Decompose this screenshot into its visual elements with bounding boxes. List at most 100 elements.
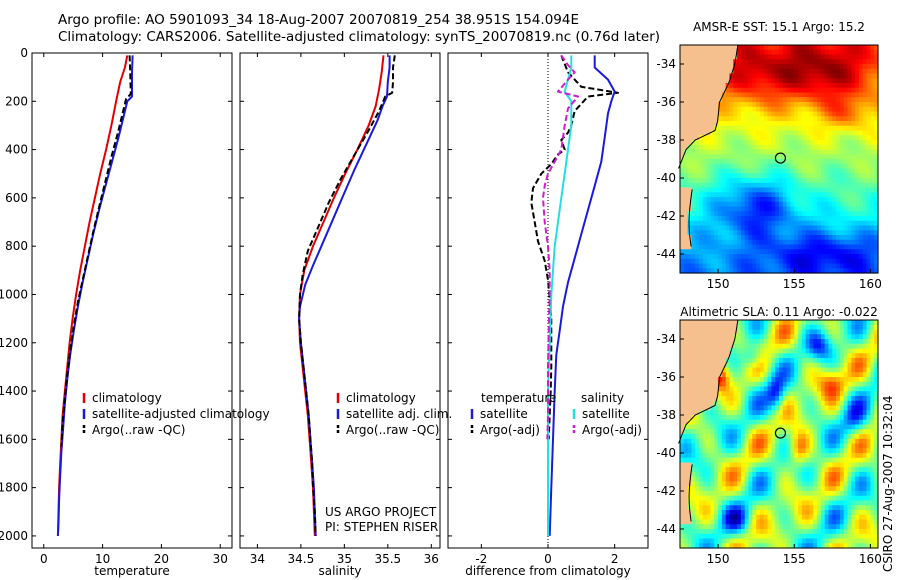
map-cell xyxy=(817,87,822,94)
map-cell xyxy=(817,462,822,468)
map-cell xyxy=(828,111,833,117)
map-cell xyxy=(725,524,731,530)
map-cell xyxy=(870,111,875,117)
map-cell xyxy=(866,87,871,94)
map-cell xyxy=(779,258,784,265)
map-cell xyxy=(733,476,738,483)
map-cell xyxy=(870,154,875,160)
map-cell xyxy=(702,130,708,136)
map-cell xyxy=(740,529,746,535)
map-cell xyxy=(702,187,708,193)
map-cell xyxy=(756,97,761,103)
map-cell xyxy=(839,476,845,483)
map-cell xyxy=(763,121,769,127)
map-cell xyxy=(680,334,685,340)
map-cell xyxy=(699,173,704,179)
header-line-1: Argo profile: AO 5901093_34 18-Aug-2007 … xyxy=(58,12,580,28)
map-cell xyxy=(767,125,772,132)
map-cell xyxy=(847,329,852,335)
map-cell xyxy=(843,116,849,122)
map-cell xyxy=(790,140,795,146)
map-cell xyxy=(763,358,769,364)
map-cell xyxy=(836,49,841,56)
map-cell xyxy=(740,419,746,426)
map-cell xyxy=(779,263,784,269)
map-cell xyxy=(847,130,852,136)
map-cell xyxy=(729,415,734,421)
map-cell xyxy=(820,268,826,274)
map-cell xyxy=(794,92,799,98)
map-cell xyxy=(832,173,837,179)
map-cell xyxy=(801,524,807,530)
map-cell xyxy=(752,381,757,388)
map-cell xyxy=(767,102,772,108)
map-cell xyxy=(779,254,784,260)
map-cell xyxy=(832,178,837,184)
map-cell xyxy=(695,178,700,184)
map-cell xyxy=(851,102,856,108)
map-cell xyxy=(836,45,841,51)
map-cell xyxy=(756,472,761,478)
map-cell xyxy=(817,197,822,203)
map-cell xyxy=(737,125,742,132)
map-cell xyxy=(699,263,704,269)
map-cell xyxy=(691,491,696,497)
map-cell xyxy=(790,173,795,179)
map-cell xyxy=(832,154,837,160)
map-cell xyxy=(748,83,753,89)
map-cell xyxy=(843,443,849,449)
map-cell xyxy=(809,59,814,65)
map-cell xyxy=(740,73,746,79)
map-cell xyxy=(702,486,708,492)
map-cell xyxy=(828,87,833,94)
map-cell xyxy=(740,429,746,435)
map-cell xyxy=(779,415,784,421)
map-cell xyxy=(832,391,837,397)
map-cell xyxy=(828,381,833,388)
map-cell xyxy=(779,448,784,454)
map-cell xyxy=(737,505,742,511)
map-cell xyxy=(744,239,750,246)
map-cell xyxy=(798,182,803,189)
map-cell xyxy=(836,457,841,464)
map-cell xyxy=(752,343,757,350)
map-cell xyxy=(782,424,788,430)
y-tick-label: -38 xyxy=(656,133,676,147)
map-cell xyxy=(767,538,772,544)
map-cell xyxy=(786,73,792,79)
map-cell xyxy=(756,362,761,369)
map-cell xyxy=(771,434,776,440)
map-cell xyxy=(862,140,868,146)
y-tick-label: -42 xyxy=(656,209,676,223)
map-cell xyxy=(828,505,833,511)
map-cell xyxy=(748,448,753,454)
map-cell xyxy=(680,362,685,369)
map-cell xyxy=(725,453,731,459)
map-cell xyxy=(759,320,765,326)
map-cell xyxy=(771,254,776,260)
map-cell xyxy=(790,358,795,364)
map-cell xyxy=(874,182,879,189)
legend-climatology-label: climatology xyxy=(346,391,416,405)
map-cell xyxy=(782,543,788,549)
map-cell xyxy=(839,419,845,426)
map-cell xyxy=(786,362,792,369)
map-cell xyxy=(748,543,753,549)
map-cell xyxy=(744,235,750,241)
map-cell xyxy=(855,467,860,473)
map-cell xyxy=(847,372,852,378)
map-cell xyxy=(721,78,727,84)
map-cell xyxy=(718,462,723,468)
map-cell xyxy=(836,324,841,331)
salinity-series-group xyxy=(298,55,396,536)
map-cell xyxy=(813,111,818,117)
map-cell xyxy=(798,519,803,525)
map-cell xyxy=(790,377,795,383)
map-cell xyxy=(870,54,875,60)
map-cell xyxy=(839,54,845,60)
map-cell xyxy=(809,324,814,331)
map-cell xyxy=(759,159,765,165)
map-cell xyxy=(836,187,841,193)
map-cell xyxy=(759,154,765,160)
map-cell xyxy=(756,54,761,60)
